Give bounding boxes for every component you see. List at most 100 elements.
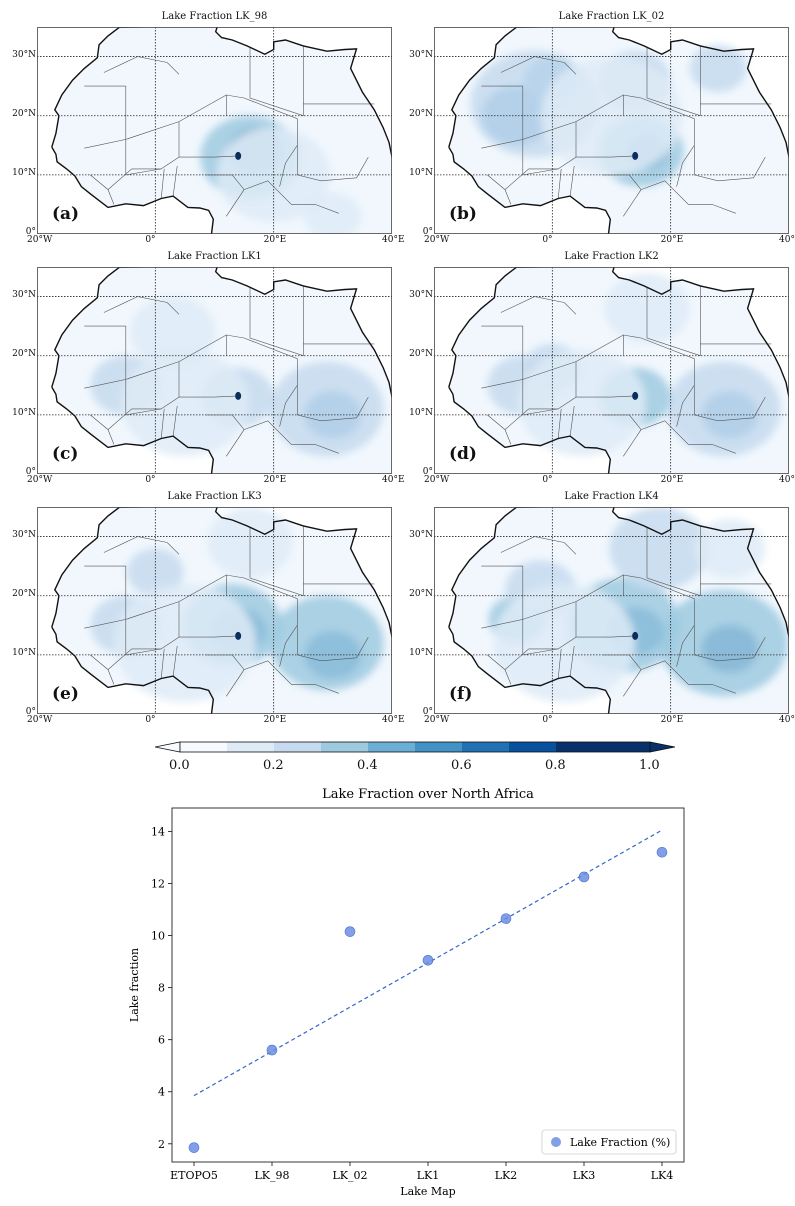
y-tick-label: 12 [151, 877, 165, 890]
y-tick-label: 8 [158, 982, 165, 995]
y-tick-label: 6 [158, 1034, 165, 1047]
lon-tick-label: 20°W [424, 235, 450, 245]
country-border [160, 168, 165, 199]
country-border [481, 565, 524, 629]
coastline [51, 626, 215, 714]
lon-tick-label: 20°W [424, 715, 450, 725]
lat-tick-label: 30°N [12, 49, 36, 60]
map-panel-title: Lake Fraction LK2 [564, 251, 659, 262]
country-border [623, 574, 695, 667]
y-tick-label: 4 [158, 1086, 165, 1099]
country-border [205, 414, 245, 457]
country-border [522, 334, 624, 380]
colorbar-segment [274, 742, 322, 752]
lat-tick-label: 20°N [409, 588, 433, 599]
map-canvas [37, 507, 392, 714]
lake-fraction-contour [609, 507, 709, 590]
country-border [160, 648, 165, 679]
colorbar-scale [155, 741, 675, 753]
lake-fraction-contour [694, 518, 766, 578]
lake-chad [235, 151, 242, 160]
country-border [522, 94, 624, 140]
country-border [249, 285, 304, 357]
country-border [226, 94, 298, 187]
lat-tick-label: 30°N [12, 289, 36, 300]
country-border [84, 85, 127, 149]
country-border [160, 408, 165, 439]
colorbar-tick-label: 0.2 [263, 758, 284, 773]
y-tick-label: 14 [151, 825, 165, 838]
colorbar-tick-label: 0.6 [451, 758, 472, 773]
map-panel: Lake Fraction LK_02 0° 10°N 20°N 30°N 20°W 0° 2… [397, 0, 795, 247]
country-border [481, 85, 524, 149]
map-panel: Lake Fraction LK1 0° 10°N 20°N 30°N 20°W 0° 20°… [0, 240, 405, 487]
scatter-plot: Lake Fraction over North Africa 2 4 6 8 10 12 1… [128, 787, 685, 1198]
country-border [575, 601, 636, 638]
country-border [90, 414, 115, 445]
coastline [448, 267, 789, 398]
country-border [569, 645, 575, 677]
country-border [103, 296, 180, 315]
lon-tick-label: 20°W [424, 475, 450, 485]
country-border [178, 361, 239, 398]
country-border [84, 565, 127, 629]
lake-chad [632, 631, 639, 640]
lake-fraction-contour [660, 589, 788, 697]
colorbar: 0.0 0.2 0.4 0.6 0.8 1.0 [155, 738, 675, 778]
lake-fraction-contour [270, 595, 384, 691]
panel-letter: (e) [52, 684, 79, 704]
colorbar-segment [368, 742, 416, 752]
lon-tick-label: 0° [145, 235, 156, 245]
lat-tick-label: 0° [422, 467, 433, 477]
lon-tick-label: 40°E [779, 235, 795, 245]
coastline [51, 267, 392, 398]
lat-tick-label: 20°N [409, 348, 433, 359]
country-border [500, 56, 577, 75]
data-point [188, 1142, 200, 1153]
country-border [226, 574, 298, 667]
lake-fraction-contour [689, 44, 747, 93]
y-tick-label: 2 [158, 1138, 165, 1151]
lon-tick-label: 20°W [27, 715, 53, 725]
map-panel: Lake Fraction LK3 0° 10°N 20°N 30°N 20°W 0° 20°… [0, 480, 405, 727]
coastline [448, 146, 612, 234]
lat-tick-label: 10°N [409, 407, 433, 418]
country-border [646, 45, 701, 117]
x-tick-label: LK1 [417, 1169, 440, 1182]
lake-fraction-contour [126, 548, 184, 596]
colorbar-tick-label: 0.8 [545, 758, 566, 773]
lake-chad [632, 391, 639, 400]
lat-tick-label: 30°N [409, 49, 433, 60]
country-border [178, 601, 239, 638]
country-border [694, 625, 766, 662]
country-border [487, 654, 512, 685]
lon-tick-label: 20°E [263, 715, 287, 725]
lake-chad [632, 151, 639, 160]
scatter-chart: Lake Fraction over North Africa 2 4 6 8 10 12 1… [124, 780, 704, 1206]
country-border [557, 648, 562, 679]
country-border [640, 180, 736, 214]
map-panel-title: Lake Fraction LK3 [167, 491, 262, 502]
country-border [125, 334, 227, 380]
lat-tick-label: 30°N [409, 529, 433, 540]
y-axis-label: Lake fraction [128, 948, 141, 1022]
map-canvas [434, 507, 789, 714]
country-border [557, 408, 562, 439]
country-border [522, 619, 577, 656]
x-axis-label: Lake Map [400, 1185, 455, 1198]
lat-tick-label: 0° [422, 707, 433, 717]
lake-chad [235, 391, 242, 400]
legend [541, 1129, 677, 1155]
data-point [500, 913, 512, 924]
coastline [448, 27, 789, 158]
lon-tick-label: 20°W [27, 235, 53, 245]
map-canvas [37, 267, 392, 474]
country-border [504, 168, 559, 190]
lake-fraction-contour [130, 296, 216, 368]
data-point [656, 846, 668, 858]
country-border [646, 285, 701, 357]
country-border [694, 385, 766, 422]
country-border [172, 405, 178, 437]
lat-tick-label: 10°N [12, 167, 36, 178]
lake-fraction-contour [667, 361, 781, 457]
